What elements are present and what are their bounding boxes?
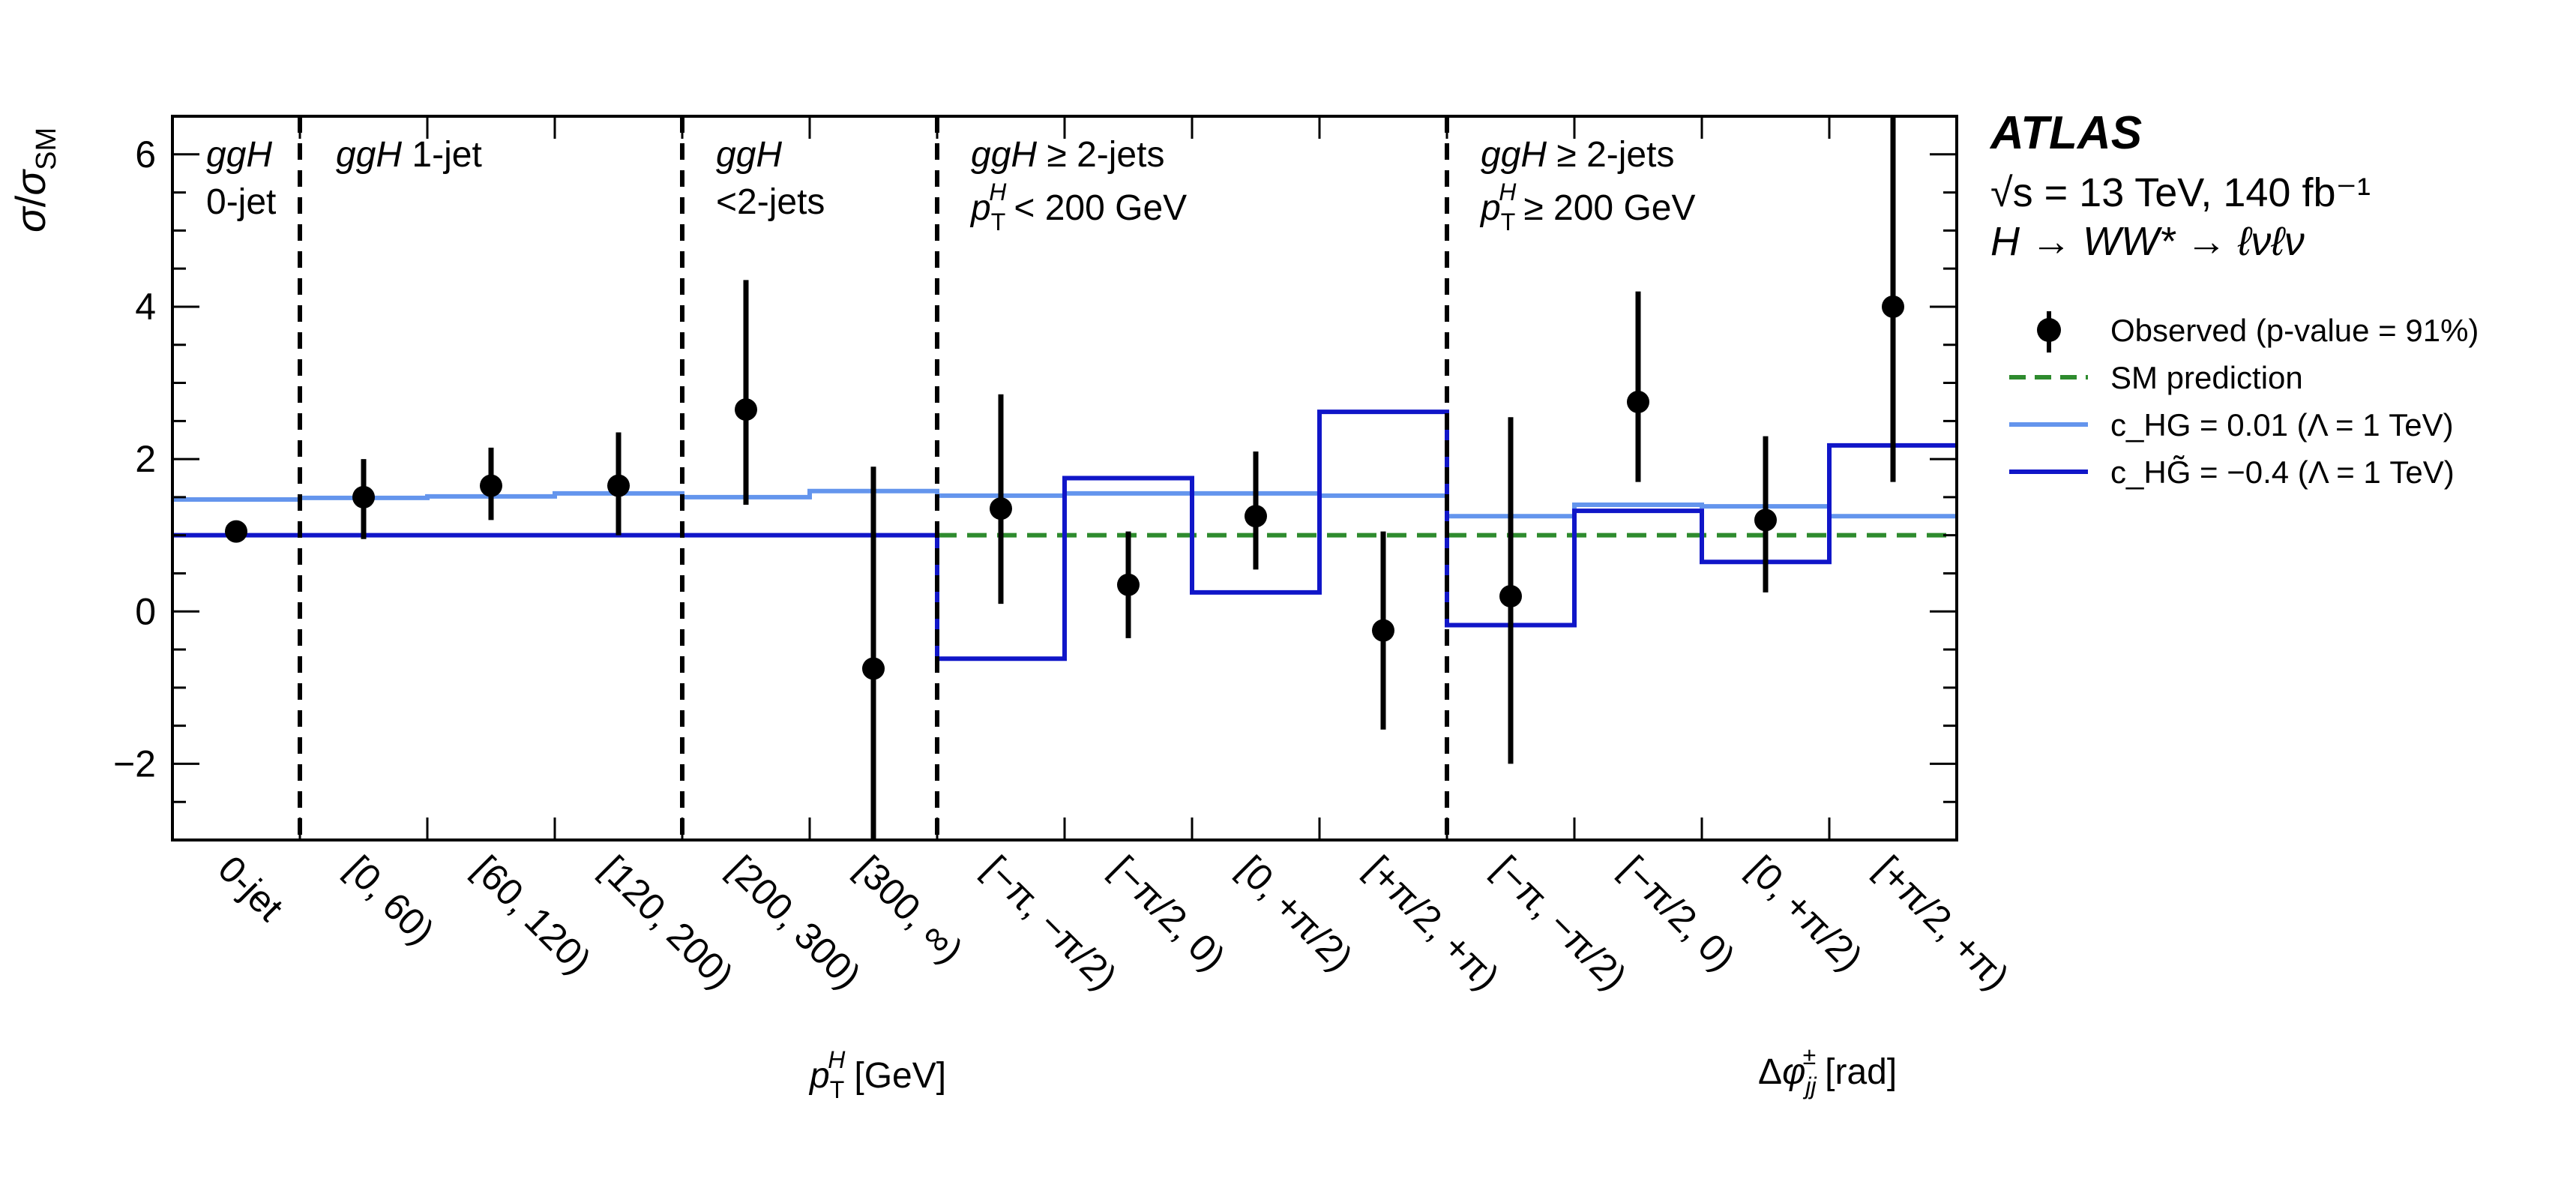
legend: Observed (p-value = 91%) SM prediction c…	[2009, 311, 2479, 490]
x-tick-label: [0, 60)	[337, 848, 442, 952]
chart-lines-layer	[172, 410, 1957, 662]
x-tick-label: [−π, −π/2)	[1484, 848, 1634, 998]
observed-point	[1627, 390, 1649, 413]
chart-points-layer	[225, 116, 1904, 840]
x-tick-label: [+π/2, +π)	[1867, 848, 2017, 998]
series-line-3	[172, 410, 1957, 662]
y-tick-label: 0	[135, 590, 156, 632]
legend-entry-chgt: c_HG̃ = −0.4 (Λ = 1 TeV)	[2009, 454, 2455, 490]
legend-entry-chg: c_HG = 0.01 (Λ = 1 TeV)	[2009, 407, 2454, 442]
observed-point	[480, 474, 502, 497]
y-tick-label: 4	[135, 286, 156, 328]
region-label-1jet: ggH 1-jet	[336, 135, 482, 175]
observed-point	[1117, 573, 1140, 596]
x-tick-label: [200, 300)	[720, 848, 869, 997]
x-axis-title-dphi: Δφjj± [rad]	[1758, 1042, 1897, 1100]
y-tick-label: −2	[113, 742, 156, 784]
process-label: H → WW* → ℓνℓν	[1990, 219, 2305, 264]
y-tick-label: 2	[135, 438, 156, 480]
x-tick-label: [−π/2, 0)	[1102, 848, 1233, 979]
observed-point	[990, 497, 1012, 520]
observed-point	[352, 485, 375, 508]
region-label-ge2jets-low: ggH ≥ 2-jets	[971, 135, 1164, 175]
x-tick-label: [−π, −π/2)	[975, 848, 1125, 998]
x-tick-label: [60, 120)	[465, 848, 599, 982]
region-label-ge2jets-low-sub: pTH < 200 GeV	[969, 178, 1187, 236]
x-tick-label: [−π/2, 0)	[1612, 848, 1743, 979]
region-labels: ggH 0-jet ggH 1-jet ggH <2-jets ggH ≥ 2-…	[206, 135, 1696, 236]
x-tick-label: [+π/2, +π)	[1357, 848, 1507, 998]
legend-entry-sm: SM prediction	[2009, 360, 2303, 395]
region-label-ge2jets-high-sub: pTH ≥ 200 GeV	[1479, 178, 1696, 236]
observed-point	[862, 657, 885, 680]
observed-point	[1245, 505, 1267, 528]
observed-point	[1372, 619, 1394, 642]
atlas-label: ATLAS	[1989, 107, 2142, 159]
x-tick-label: [0, +π/2)	[1230, 848, 1361, 979]
region-label-0jet: ggH	[206, 135, 272, 175]
energy-lumi-label: √s = 13 TeV, 140 fb⁻¹	[1990, 170, 2371, 215]
x-tick-label: [0, +π/2)	[1739, 848, 1871, 979]
observed-point	[607, 474, 630, 497]
observed-point	[1754, 508, 1777, 532]
x-tick-label: [120, 200)	[592, 848, 741, 997]
region-label-lt2jets-sub: <2-jets	[716, 182, 825, 222]
observed-point	[225, 520, 247, 543]
x-axis-title-pt: pTH [GeV]	[808, 1046, 946, 1103]
region-label-0jet-sub: 0-jet	[206, 182, 276, 222]
y-tick-label: 6	[135, 134, 156, 176]
region-label-lt2jets: ggH	[716, 135, 782, 175]
legend-label-observed: Observed (p-value = 91%)	[2110, 313, 2479, 348]
x-tick-label: 0-jet	[210, 848, 291, 928]
observed-point	[735, 398, 757, 422]
legend-label-chgt: c_HG̃ = −0.4 (Λ = 1 TeV)	[2110, 454, 2455, 490]
y-axis-title: σ/σSM	[7, 128, 62, 232]
legend-label-chg: c_HG = 0.01 (Λ = 1 TeV)	[2110, 407, 2454, 442]
observed-point	[1882, 295, 1904, 318]
legend-label-sm: SM prediction	[2110, 360, 2303, 395]
region-label-ge2jets-high: ggH ≥ 2-jets	[1481, 135, 1674, 175]
legend-entry-observed: Observed (p-value = 91%)	[2037, 311, 2479, 352]
observed-point	[1499, 584, 1522, 608]
x-tick-label: [300, ∞)	[847, 848, 971, 971]
